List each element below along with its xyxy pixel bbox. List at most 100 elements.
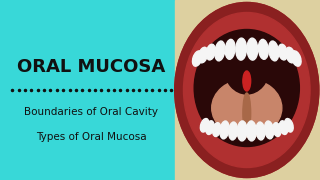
Ellipse shape — [268, 41, 279, 61]
Ellipse shape — [259, 39, 268, 59]
Ellipse shape — [279, 121, 288, 134]
Ellipse shape — [222, 38, 271, 98]
Ellipse shape — [212, 123, 221, 136]
Ellipse shape — [256, 122, 265, 140]
Ellipse shape — [265, 121, 274, 139]
Ellipse shape — [198, 47, 208, 63]
Ellipse shape — [192, 51, 202, 66]
Text: Types of Oral Mucosa: Types of Oral Mucosa — [36, 132, 146, 142]
Ellipse shape — [189, 21, 304, 156]
Ellipse shape — [193, 95, 300, 155]
Wedge shape — [194, 88, 300, 146]
Ellipse shape — [247, 38, 258, 60]
Ellipse shape — [206, 121, 214, 134]
Text: ORAL MUCOSA: ORAL MUCOSA — [17, 58, 165, 76]
Ellipse shape — [175, 3, 319, 177]
Ellipse shape — [215, 41, 225, 61]
Ellipse shape — [220, 121, 229, 139]
Ellipse shape — [225, 39, 235, 59]
Ellipse shape — [256, 122, 265, 140]
Ellipse shape — [206, 121, 214, 134]
Ellipse shape — [228, 122, 237, 140]
Ellipse shape — [212, 123, 221, 136]
Ellipse shape — [212, 79, 282, 137]
Ellipse shape — [241, 91, 252, 135]
Ellipse shape — [200, 118, 209, 132]
Ellipse shape — [228, 122, 237, 140]
Ellipse shape — [243, 93, 251, 133]
Wedge shape — [177, 14, 316, 88]
Ellipse shape — [192, 51, 202, 66]
Ellipse shape — [236, 38, 246, 60]
Ellipse shape — [259, 39, 268, 59]
Ellipse shape — [285, 118, 293, 132]
Ellipse shape — [237, 121, 247, 141]
Bar — [8, 0, 175, 180]
Ellipse shape — [278, 44, 287, 60]
Ellipse shape — [200, 118, 209, 132]
Ellipse shape — [236, 38, 246, 60]
Wedge shape — [194, 30, 300, 88]
Ellipse shape — [285, 118, 293, 132]
Ellipse shape — [256, 122, 265, 140]
Ellipse shape — [192, 51, 202, 66]
Ellipse shape — [243, 71, 251, 91]
Ellipse shape — [228, 122, 237, 140]
Ellipse shape — [212, 79, 282, 137]
Ellipse shape — [273, 123, 281, 136]
Ellipse shape — [212, 79, 282, 137]
Bar — [175, 0, 320, 180]
Ellipse shape — [291, 51, 301, 66]
Ellipse shape — [193, 24, 300, 120]
Ellipse shape — [286, 47, 295, 63]
Ellipse shape — [200, 118, 209, 132]
Ellipse shape — [268, 41, 279, 61]
Wedge shape — [177, 88, 316, 162]
Ellipse shape — [198, 47, 208, 63]
Ellipse shape — [242, 73, 251, 93]
Ellipse shape — [247, 38, 258, 60]
Ellipse shape — [194, 30, 299, 147]
Ellipse shape — [225, 39, 235, 59]
Ellipse shape — [278, 44, 287, 60]
Ellipse shape — [212, 123, 221, 136]
Ellipse shape — [273, 123, 281, 136]
Ellipse shape — [246, 121, 256, 141]
Ellipse shape — [259, 39, 268, 59]
Ellipse shape — [241, 91, 252, 135]
Ellipse shape — [220, 121, 229, 139]
Ellipse shape — [279, 121, 288, 134]
Ellipse shape — [291, 51, 301, 66]
Ellipse shape — [242, 72, 251, 94]
Ellipse shape — [206, 44, 215, 60]
Ellipse shape — [183, 12, 310, 168]
Ellipse shape — [220, 37, 274, 102]
Ellipse shape — [175, 3, 319, 177]
Ellipse shape — [286, 47, 295, 63]
Ellipse shape — [237, 121, 247, 141]
Ellipse shape — [268, 41, 279, 61]
Ellipse shape — [215, 41, 225, 61]
Ellipse shape — [246, 121, 256, 141]
Ellipse shape — [236, 38, 246, 60]
Ellipse shape — [286, 47, 295, 63]
Ellipse shape — [206, 44, 215, 60]
Ellipse shape — [273, 123, 281, 136]
Ellipse shape — [285, 118, 293, 132]
Ellipse shape — [206, 121, 214, 134]
Ellipse shape — [247, 38, 258, 60]
Ellipse shape — [215, 41, 225, 61]
Ellipse shape — [225, 39, 235, 59]
Ellipse shape — [265, 121, 274, 139]
Ellipse shape — [246, 121, 256, 141]
Text: Boundaries of Oral Cavity: Boundaries of Oral Cavity — [24, 107, 158, 117]
Ellipse shape — [265, 121, 274, 139]
Ellipse shape — [206, 44, 215, 60]
Ellipse shape — [237, 121, 247, 141]
Ellipse shape — [278, 44, 287, 60]
Ellipse shape — [224, 42, 269, 94]
Ellipse shape — [279, 121, 288, 134]
Ellipse shape — [220, 121, 229, 139]
Ellipse shape — [198, 47, 208, 63]
Ellipse shape — [291, 51, 301, 66]
